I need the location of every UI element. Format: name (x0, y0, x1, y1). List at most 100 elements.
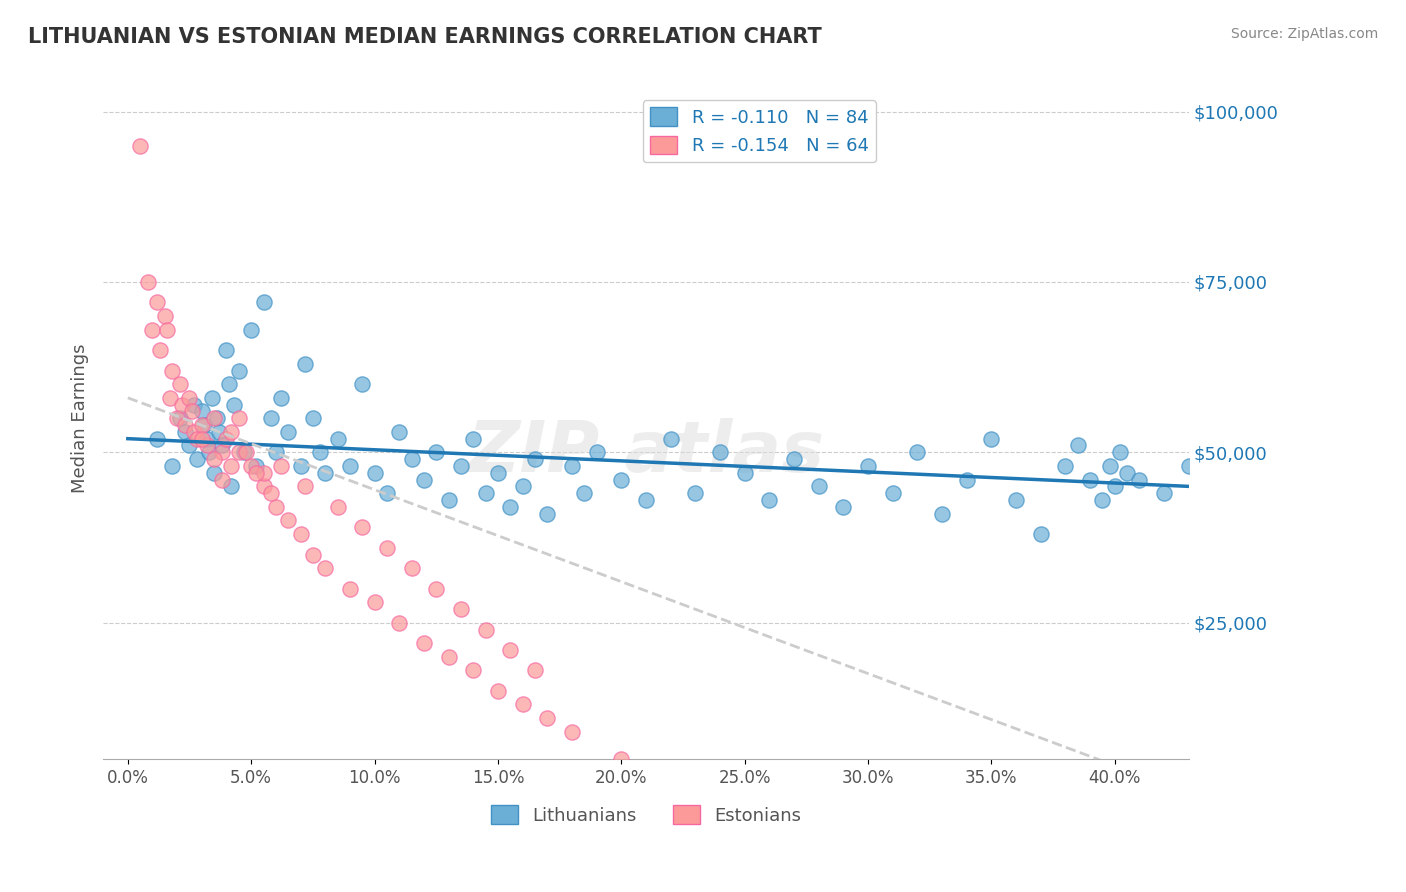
Estonians (221, 425, 243, 439)
Estonians (264, 500, 287, 514)
Estonians (252, 479, 274, 493)
Estonians (191, 418, 214, 433)
Lithuanians (783, 452, 806, 467)
Lithuanians (882, 486, 904, 500)
Estonians (141, 323, 163, 337)
Estonians (339, 582, 361, 596)
Lithuanians (474, 486, 496, 500)
Lithuanians (169, 411, 191, 425)
Lithuanians (193, 418, 215, 433)
Lithuanians (215, 343, 238, 357)
Estonians (228, 411, 250, 425)
Lithuanians (290, 458, 312, 473)
Estonians (149, 343, 172, 357)
Lithuanians (198, 445, 221, 459)
Estonians (156, 323, 179, 337)
Lithuanians (232, 445, 254, 459)
Lithuanians (375, 486, 398, 500)
Lithuanians (228, 363, 250, 377)
Estonians (202, 452, 225, 467)
Lithuanians (1078, 473, 1101, 487)
Estonians (401, 561, 423, 575)
Estonians (425, 582, 447, 596)
Lithuanians (856, 458, 879, 473)
Estonians (326, 500, 349, 514)
Estonians (146, 295, 169, 310)
Estonians (173, 418, 195, 433)
Estonians (412, 636, 434, 650)
Estonians (450, 602, 472, 616)
Estonians (536, 711, 558, 725)
Lithuanians (221, 479, 243, 493)
Lithuanians (450, 458, 472, 473)
Lithuanians (302, 411, 325, 425)
Lithuanians (685, 486, 707, 500)
Estonians (463, 664, 485, 678)
Estonians (169, 377, 191, 392)
Estonians (523, 664, 546, 678)
Lithuanians (486, 466, 509, 480)
Lithuanians (191, 404, 214, 418)
Lithuanians (832, 500, 855, 514)
Estonians (294, 479, 316, 493)
Lithuanians (218, 377, 240, 392)
Estonians (183, 425, 205, 439)
Estonians (260, 486, 283, 500)
Estonians (211, 473, 233, 487)
Estonians (277, 513, 299, 527)
Lithuanians (314, 466, 336, 480)
Lithuanians (339, 458, 361, 473)
Lithuanians (585, 445, 607, 459)
Estonians (245, 466, 267, 480)
Lithuanians (388, 425, 411, 439)
Lithuanians (758, 493, 780, 508)
Lithuanians (574, 486, 596, 500)
Estonians (512, 698, 534, 712)
Estonians (191, 432, 214, 446)
Estonians (211, 445, 233, 459)
Lithuanians (931, 507, 953, 521)
Estonians (363, 595, 385, 609)
Lithuanians (807, 479, 830, 493)
Lithuanians (425, 445, 447, 459)
Lithuanians (260, 411, 283, 425)
Estonians (181, 404, 204, 418)
Lithuanians (309, 445, 332, 459)
Lithuanians (240, 323, 263, 337)
Lithuanians (264, 445, 287, 459)
Lithuanians (401, 452, 423, 467)
Estonians (388, 615, 411, 630)
Estonians (302, 548, 325, 562)
Lithuanians (956, 473, 979, 487)
Lithuanians (208, 425, 231, 439)
Lithuanians (277, 425, 299, 439)
Estonians (659, 765, 682, 780)
Text: LITHUANIAN VS ESTONIAN MEDIAN EARNINGS CORRELATION CHART: LITHUANIAN VS ESTONIAN MEDIAN EARNINGS C… (28, 27, 823, 46)
Estonians (179, 391, 201, 405)
Estonians (486, 683, 509, 698)
Lithuanians (183, 398, 205, 412)
Lithuanians (1005, 493, 1028, 508)
Lithuanians (1029, 527, 1052, 541)
Lithuanians (270, 391, 292, 405)
Lithuanians (294, 357, 316, 371)
Estonians (290, 527, 312, 541)
Lithuanians (499, 500, 522, 514)
Lithuanians (905, 445, 928, 459)
Lithuanians (1104, 479, 1126, 493)
Lithuanians (252, 295, 274, 310)
Estonians (186, 432, 208, 446)
Lithuanians (146, 432, 169, 446)
Y-axis label: Median Earnings: Median Earnings (72, 343, 89, 493)
Estonians (499, 643, 522, 657)
Lithuanians (1128, 473, 1150, 487)
Estonians (166, 411, 188, 425)
Estonians (235, 445, 257, 459)
Lithuanians (173, 425, 195, 439)
Estonians (129, 138, 152, 153)
Lithuanians (1116, 466, 1139, 480)
Lithuanians (195, 432, 218, 446)
Estonians (270, 458, 292, 473)
Lithuanians (1091, 493, 1114, 508)
Lithuanians (412, 473, 434, 487)
